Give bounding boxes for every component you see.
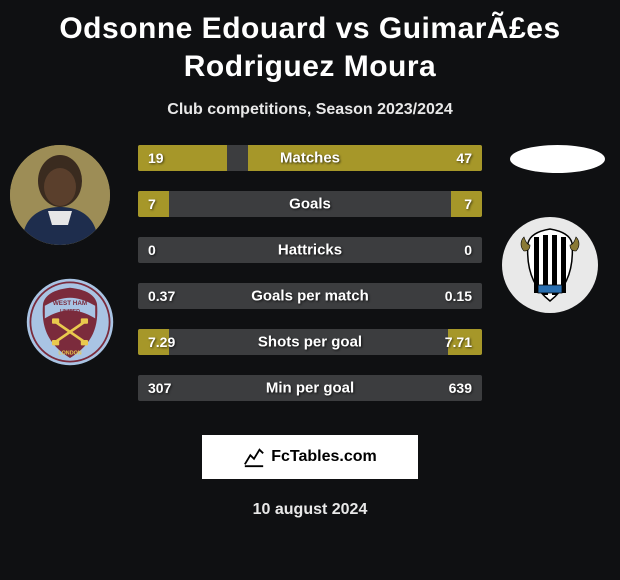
ellipse-right xyxy=(510,145,605,173)
stat-value-right: 7.71 xyxy=(445,334,472,350)
stat-value-right: 0 xyxy=(464,242,472,258)
chart-line-icon xyxy=(243,446,265,468)
stat-value-left: 307 xyxy=(148,380,171,396)
crest-text-top: WEST HAM xyxy=(53,300,87,307)
page-title: Odsonne Edouard vs GuimarÃ£es Rodriguez … xyxy=(0,0,620,85)
subtitle: Club competitions, Season 2023/2024 xyxy=(0,101,620,119)
stat-row: 19 47 Matches xyxy=(138,145,482,171)
stat-value-right: 0.15 xyxy=(445,288,472,304)
attribution-box: FcTables.com xyxy=(202,435,418,479)
crest-text-mid: UNITED xyxy=(60,309,80,315)
stat-value-left: 0 xyxy=(148,242,156,258)
stat-row: 7 7 Goals xyxy=(138,191,482,217)
stat-row: 7.29 7.71 Shots per goal xyxy=(138,329,482,355)
stat-label: Goals per match xyxy=(251,288,369,305)
club-crest-left: WEST HAM UNITED LONDON xyxy=(25,277,115,367)
crest-text-bottom: LONDON xyxy=(58,350,81,356)
stat-label: Matches xyxy=(280,150,340,167)
comparison-arena: WEST HAM UNITED LONDON 19 47 Matches 7 7 Goal… xyxy=(0,145,620,401)
stat-label: Shots per goal xyxy=(258,334,362,351)
stat-value-right: 639 xyxy=(449,380,472,396)
club-crest-right xyxy=(500,215,600,315)
stat-value-left: 7 xyxy=(148,196,156,212)
stat-value-left: 19 xyxy=(148,150,164,166)
stat-label: Min per goal xyxy=(266,380,354,397)
stat-row: 0 0 Hattricks xyxy=(138,237,482,263)
attribution-text: FcTables.com xyxy=(271,448,377,466)
stat-value-left: 0.37 xyxy=(148,288,175,304)
stat-label: Hattricks xyxy=(278,242,342,259)
date-text: 10 august 2024 xyxy=(0,501,620,519)
stat-label: Goals xyxy=(289,196,331,213)
stat-row: 0.37 0.15 Goals per match xyxy=(138,283,482,309)
stat-value-right: 47 xyxy=(456,150,472,166)
stat-row: 307 639 Min per goal xyxy=(138,375,482,401)
stat-bars: 19 47 Matches 7 7 Goals 0 0 Hattricks 0.37 0.15 Goa… xyxy=(138,145,482,401)
player-photo-left xyxy=(10,145,110,245)
stat-value-right: 7 xyxy=(464,196,472,212)
stat-value-left: 7.29 xyxy=(148,334,175,350)
